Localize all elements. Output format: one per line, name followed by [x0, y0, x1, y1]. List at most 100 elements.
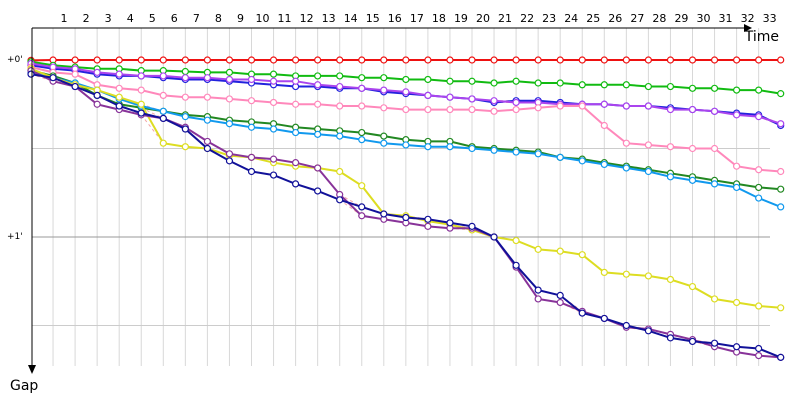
series-1-point [115, 56, 123, 64]
series-8-point [622, 270, 630, 278]
series-4-point [424, 91, 432, 100]
series-10-point [600, 314, 608, 323]
series-8-point [556, 247, 564, 255]
series-6-point [777, 185, 785, 193]
series-8-point [732, 298, 741, 307]
series-8-point [534, 245, 542, 253]
series-5-point [424, 105, 432, 114]
series-5-point [644, 141, 653, 149]
y-axis-arrow [28, 365, 36, 374]
series-7-point [600, 160, 608, 169]
x-tick-label: 27 [630, 12, 644, 25]
x-tick-label: 30 [697, 12, 711, 25]
series-1-point [755, 56, 763, 64]
series-4-point [181, 74, 189, 82]
series-1-point [777, 56, 785, 64]
series-5-point [622, 139, 630, 147]
series-7-point [159, 107, 167, 115]
series-5-point [710, 144, 719, 153]
series-10-point [49, 74, 57, 82]
series-5-point [777, 167, 785, 176]
series-1-point [644, 56, 653, 64]
x-tick-label: 17 [410, 12, 424, 25]
series-2-point [181, 67, 189, 76]
series-8-point [777, 304, 785, 312]
series-10-point [490, 233, 498, 241]
series-4-point [710, 107, 719, 115]
series-10-point [269, 171, 278, 179]
x-tick-label: 32 [741, 12, 755, 25]
series-7-point [556, 153, 564, 161]
series-10-point [666, 334, 675, 342]
x-tick-label: 1 [61, 12, 68, 25]
series-1-point [203, 56, 211, 64]
x-tick-labels: 1 2 3 4 5 6 7 8 9 10 11 12 13 14 15 16 17 18 19 20 21 22 23 24 2… [61, 12, 777, 25]
x-tick-label: 3 [105, 12, 112, 25]
series-6-point [755, 183, 763, 192]
series-5-point [688, 144, 697, 153]
series-2-point [688, 84, 697, 92]
series-1-point [688, 56, 697, 64]
series-7-point [755, 194, 763, 202]
series-4-point [600, 100, 608, 108]
x-tick-label: 28 [652, 12, 666, 25]
x-tick-label: 19 [454, 12, 468, 25]
series-5-point [71, 70, 79, 78]
series-10-point [181, 125, 189, 133]
series-7-point [710, 180, 719, 188]
series-7-point [247, 123, 256, 131]
x-tick-label: 15 [366, 12, 380, 25]
series-2-point [336, 72, 344, 80]
series-7-point [292, 128, 300, 137]
series-9-point [225, 150, 234, 158]
series-5-point [732, 162, 741, 170]
series-5-point [225, 95, 234, 103]
x-tick-label: 12 [300, 12, 314, 25]
x-tick-label: 33 [763, 12, 777, 25]
series-5-point [556, 102, 564, 110]
series-9-point [247, 153, 256, 161]
series-1-point [336, 56, 344, 64]
series-5-point [446, 105, 454, 114]
series-2-point [556, 79, 564, 87]
x-tick-label: 29 [674, 12, 688, 25]
series-1-point [93, 56, 101, 64]
axes: Time Gap [10, 24, 779, 394]
x-tick-label: 31 [719, 12, 733, 25]
series-10-point [159, 114, 167, 123]
series-7-point [446, 143, 454, 151]
series-5-point [115, 84, 123, 92]
series-9-point [314, 164, 322, 172]
series-4-point [688, 105, 697, 114]
series-2-point [269, 70, 278, 78]
series-8-point [710, 295, 719, 303]
series-1-point [402, 56, 410, 64]
series-4-point [137, 72, 145, 80]
series-4-point [292, 77, 300, 85]
series-7-point [314, 130, 322, 138]
series-7-point [622, 164, 630, 172]
y-axis-title: Gap [10, 378, 38, 394]
x-tick-label: 8 [215, 12, 222, 25]
series-4-point [203, 74, 211, 82]
series-10-point [622, 321, 630, 330]
series-10-point [137, 109, 145, 117]
x-tick-label: 25 [586, 12, 600, 25]
series-5-point [269, 98, 278, 107]
series-8-point [181, 143, 189, 151]
series-7-point [269, 125, 278, 133]
y-tick-label: +0' [7, 55, 23, 65]
series-10-point [380, 210, 388, 218]
series-9-point [358, 212, 366, 220]
series-10-point [314, 187, 322, 195]
x-tick-label: 26 [608, 12, 622, 25]
series-4-point [314, 81, 322, 89]
series-4-point [622, 102, 630, 110]
series-1-point [380, 56, 388, 64]
x-tick-label: 20 [476, 12, 490, 25]
series-2-point [225, 68, 234, 76]
series-8-point [666, 275, 675, 284]
series-1-point [181, 56, 189, 64]
series-7-point [181, 113, 189, 121]
series-10-point [468, 222, 476, 230]
